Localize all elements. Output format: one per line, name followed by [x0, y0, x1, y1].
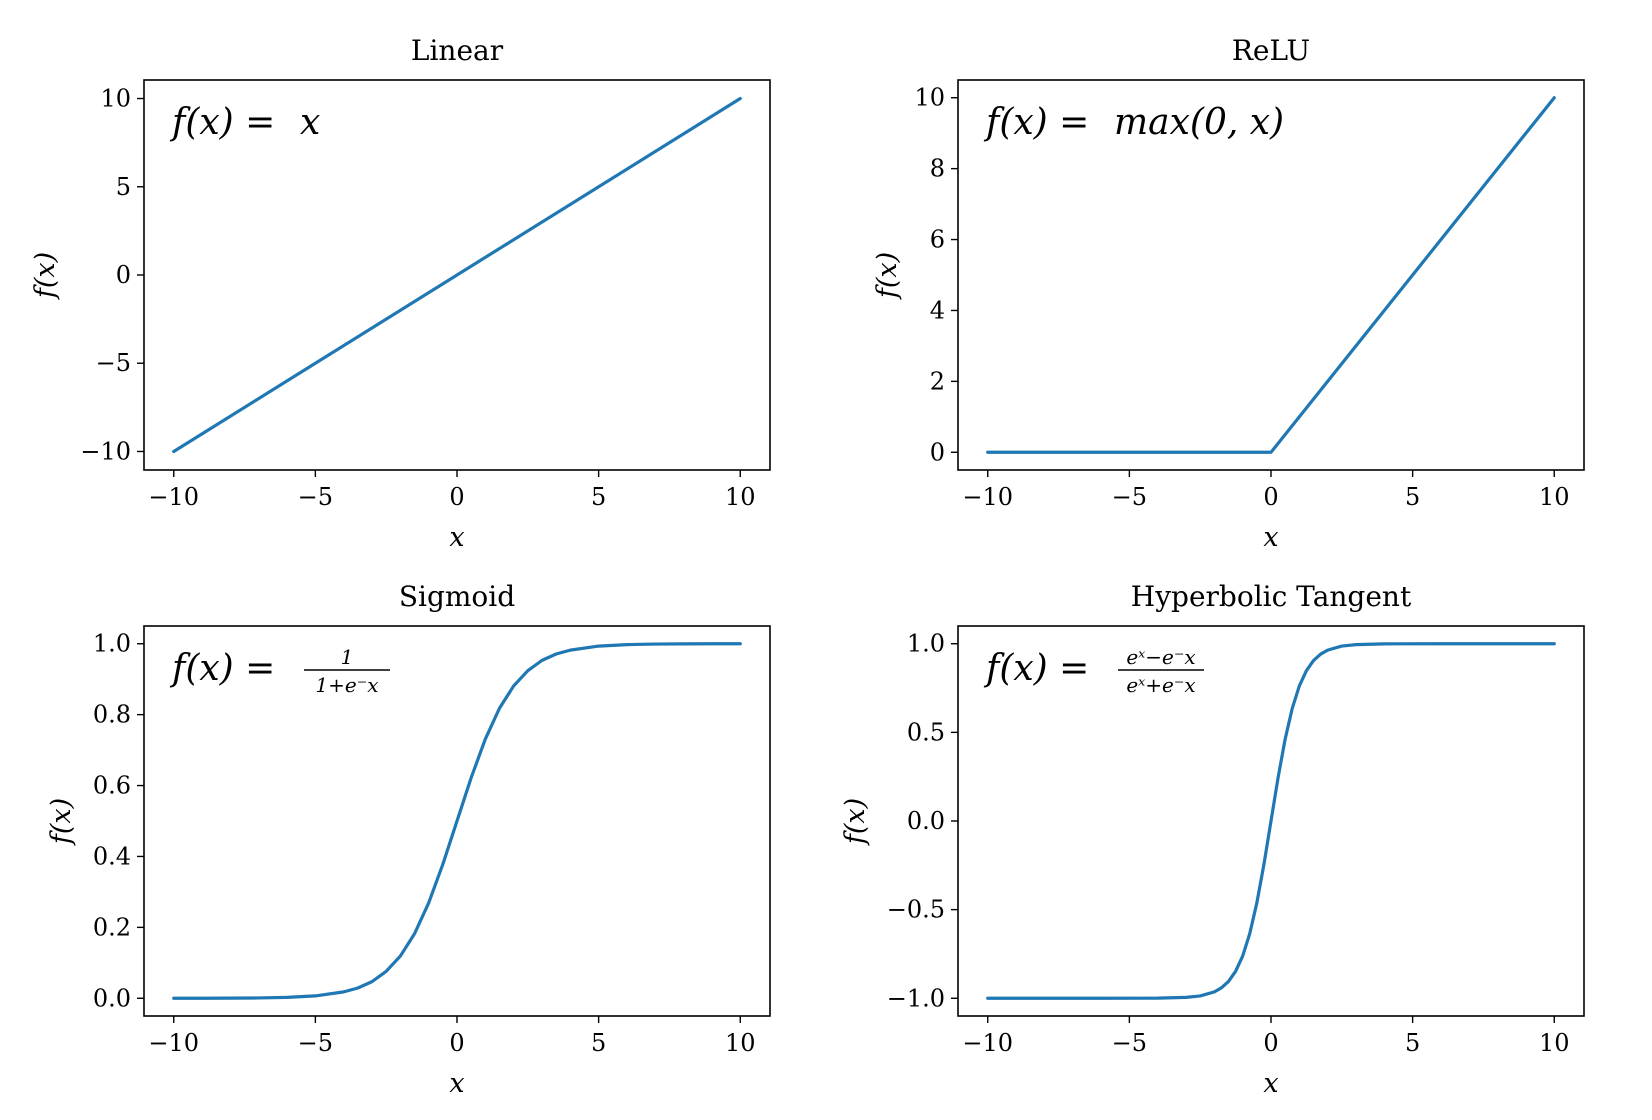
axes-frame: [957, 625, 1585, 1017]
y-tick-label: 1.0: [93, 630, 131, 658]
panel-relu: ReLU −10 −5 0 5 10 0 2 4 6 8 10 x f(x) f(x) = max(0, x…: [872, 34, 1585, 553]
x-axis-label: x: [1263, 522, 1278, 553]
y-tick-label: −5: [96, 349, 131, 377]
x-tick-label: 10: [1539, 1029, 1570, 1057]
panel-tanh: Hyperbolic Tangent −10 −5 0 5 10 −1.0 −0.5 0.0 0.…: [840, 580, 1585, 1099]
y-tick-label: −0.5: [887, 896, 945, 924]
formula-rhs: max(0, x): [1114, 102, 1284, 143]
x-axis-label: x: [1263, 1068, 1278, 1099]
y-tick-label: 8: [930, 155, 945, 183]
y-tick-label: 10: [100, 85, 131, 113]
formula-numerator: eˣ−e⁻x: [1126, 645, 1195, 669]
y-tick-label: 0.5: [907, 718, 945, 746]
y-tick-label: −1.0: [887, 984, 945, 1012]
y-tick-label: 1.0: [907, 630, 945, 658]
x-tick-label: −5: [298, 483, 333, 511]
y-tick-label: 0.0: [907, 807, 945, 835]
y-tick-label: 4: [930, 296, 945, 324]
x-axis-label: x: [449, 522, 464, 553]
formula-lhs: f(x) =: [983, 102, 1089, 143]
panel-title: Sigmoid: [399, 580, 515, 613]
formula-denominator: 1+e⁻x: [315, 673, 378, 697]
axes-frame: [143, 79, 771, 471]
y-tick-label: 0.4: [93, 842, 131, 870]
x-tick-label: 5: [1405, 483, 1420, 511]
y-tick-label: 2: [930, 367, 945, 395]
x-tick-label: −10: [962, 1029, 1013, 1057]
y-tick-label: 10: [914, 84, 945, 112]
x-tick-label: −10: [962, 483, 1013, 511]
formula-rhs: x: [300, 102, 320, 143]
x-axis-label: x: [449, 1068, 464, 1099]
x-tick-label: 10: [725, 1029, 756, 1057]
formula-lhs: f(x) =: [983, 648, 1089, 689]
x-tick-label: −5: [1112, 1029, 1147, 1057]
panel-title: Linear: [411, 34, 504, 67]
panel-title: ReLU: [1232, 34, 1310, 67]
x-tick-label: 10: [1539, 483, 1570, 511]
series-line-tanh: [986, 642, 1556, 1000]
panel-linear: Linear −10 −5 0 5 10 −10 −5 0 5 10 x f(x) f(x) = x: [30, 34, 771, 553]
x-tick-label: −10: [148, 483, 199, 511]
x-tick-label: 5: [591, 1029, 606, 1057]
y-tick-label: 0.6: [93, 772, 131, 800]
series-line-linear: [172, 96, 742, 454]
series-line-sigmoid: [172, 642, 742, 1000]
y-tick-label: 0: [116, 261, 131, 289]
x-tick-label: 0: [449, 1029, 464, 1057]
axes-frame: [143, 625, 771, 1017]
y-axis-label: f(x): [840, 798, 871, 846]
formula-lhs: f(x) =: [169, 648, 275, 689]
x-tick-label: 5: [1405, 1029, 1420, 1057]
formula-denominator: eˣ+e⁻x: [1126, 673, 1195, 697]
y-tick-label: 5: [116, 173, 131, 201]
x-tick-label: 0: [449, 483, 464, 511]
y-tick-label: 0.8: [93, 701, 131, 729]
y-tick-label: 0: [930, 438, 945, 466]
x-tick-label: −5: [1112, 483, 1147, 511]
series-line-relu: [986, 96, 1556, 454]
panel-sigmoid: Sigmoid −10 −5 0 5 10 0.0 0.2 0.4 0.6 0.8 1.0 x f(x) f…: [46, 580, 771, 1099]
x-tick-label: 0: [1263, 483, 1278, 511]
x-tick-label: −5: [298, 1029, 333, 1057]
x-tick-label: 10: [725, 483, 756, 511]
formula-lhs: f(x) =: [169, 102, 275, 143]
x-tick-label: −10: [148, 1029, 199, 1057]
y-tick-label: −10: [80, 437, 131, 465]
y-tick-label: 0.0: [93, 984, 131, 1012]
panel-title: Hyperbolic Tangent: [1131, 580, 1412, 613]
y-tick-label: 6: [930, 226, 945, 254]
x-tick-label: 5: [591, 483, 606, 511]
axes-frame: [957, 79, 1585, 471]
formula-numerator: 1: [341, 645, 354, 669]
y-axis-label: f(x): [30, 252, 61, 300]
y-tick-label: 0.2: [93, 913, 131, 941]
x-tick-label: 0: [1263, 1029, 1278, 1057]
y-axis-label: f(x): [46, 798, 77, 846]
y-axis-label: f(x): [872, 252, 903, 300]
